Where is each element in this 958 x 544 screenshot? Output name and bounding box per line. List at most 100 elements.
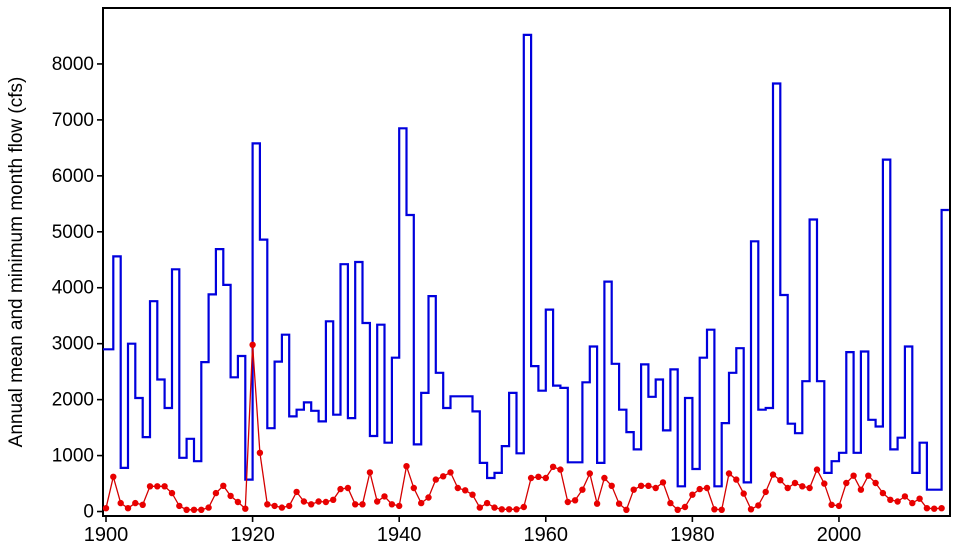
minimum-month-flow-marker: [403, 463, 410, 470]
minimum-month-flow-marker: [557, 466, 564, 473]
minimum-month-flow-marker: [813, 466, 821, 473]
minimum-month-flow-marker: [256, 449, 264, 456]
minimum-month-flow-marker: [835, 502, 843, 510]
minimum-month-flow-marker: [198, 506, 205, 513]
x-tick-label: 1960: [524, 524, 569, 544]
x-tick-label: 1920: [230, 524, 275, 544]
minimum-month-flow-marker: [513, 506, 520, 513]
minimum-month-flow-marker: [725, 470, 733, 477]
minimum-month-flow-marker: [828, 501, 835, 508]
minimum-month-flow-marker: [117, 499, 124, 507]
minimum-month-flow-marker: [205, 504, 212, 511]
minimum-month-flow-marker: [374, 498, 381, 505]
minimum-month-flow-marker: [286, 502, 293, 510]
y-tick-label: 3000: [52, 334, 94, 355]
minimum-month-flow-marker: [843, 479, 850, 487]
minimum-month-flow-marker: [689, 491, 696, 498]
minimum-month-flow-marker: [242, 505, 249, 512]
minimum-month-flow-marker: [154, 483, 161, 490]
y-axis-title: Annual mean and minimum month flow (cfs): [6, 77, 27, 448]
annual-mean-flow-series: [103, 33, 949, 491]
minimum-month-flow-marker: [220, 482, 227, 489]
minimum-month-flow-marker: [564, 498, 571, 506]
minimum-month-flow-marker: [887, 496, 894, 503]
minimum-month-flow-marker: [593, 500, 601, 507]
minimum-month-flow-marker: [454, 484, 461, 492]
minimum-month-flow-marker: [322, 498, 330, 506]
minimum-month-flow-marker: [396, 502, 403, 510]
minimum-month-flow-marker: [168, 489, 176, 497]
minimum-month-flow-marker: [337, 485, 344, 493]
minimum-month-flow-marker: [102, 505, 110, 512]
minimum-month-flow-marker: [571, 497, 579, 504]
x-axis-tick-labels: 1900 1920 1940 1960 1980 2000: [84, 524, 861, 544]
minimum-month-flow-marker: [264, 501, 271, 508]
minimum-month-flow-marker: [806, 484, 813, 492]
minimum-month-flow-marker: [769, 471, 777, 478]
minimum-month-flow-marker: [850, 472, 857, 479]
y-tick-label: 0: [83, 502, 94, 523]
minimum-month-flow-marker: [652, 484, 659, 492]
minimum-month-flow-marker: [132, 499, 139, 507]
minimum-month-flow-marker: [124, 505, 132, 512]
minimum-month-flow-marker: [630, 486, 637, 493]
minimum-month-flow-marker: [872, 479, 879, 487]
minimum-month-flow-marker: [542, 474, 549, 482]
minimum-month-flow-marker: [176, 502, 183, 510]
y-tick-label: 1000: [52, 446, 94, 467]
minimum-month-flow-marker: [931, 505, 938, 512]
y-tick-label: 7000: [52, 110, 94, 131]
minimum-month-flow-marker: [161, 483, 168, 490]
minimum-month-flow-marker: [190, 506, 198, 513]
minimum-month-flow-marker: [865, 472, 872, 479]
minimum-month-flow-marker: [857, 486, 865, 493]
minimum-month-flow-marker: [315, 498, 322, 505]
minimum-month-flow-marker: [799, 483, 806, 490]
minimum-month-flow-marker: [579, 486, 586, 493]
minimum-month-flow-marker: [366, 469, 374, 476]
minimum-month-flow-marker: [821, 480, 828, 487]
x-tick-label: 1940: [377, 524, 422, 544]
minimum-month-flow-marker: [777, 477, 784, 484]
minimum-month-flow-marker: [440, 473, 447, 480]
minimum-month-flow-marker: [110, 473, 117, 480]
minimum-month-flow-marker: [498, 506, 505, 513]
minimum-month-flow-marker: [747, 506, 755, 513]
minimum-month-flow-marker: [469, 491, 476, 498]
minimum-month-flow-marker: [696, 485, 703, 493]
minimum-month-flow-marker: [388, 501, 396, 508]
minimum-month-flow-marker: [894, 498, 901, 505]
minimum-month-flow-marker: [447, 469, 454, 476]
minimum-month-flow-marker: [491, 504, 498, 511]
minimum-month-flow-marker: [359, 501, 366, 508]
minimum-month-flow-marker: [733, 476, 740, 483]
minimum-month-flow-marker: [901, 493, 909, 500]
minimum-month-flow-marker: [330, 496, 337, 503]
x-tick-label: 2000: [817, 524, 862, 544]
minimum-month-flow-marker: [183, 506, 190, 513]
minimum-month-flow-series: [102, 341, 945, 513]
minimum-month-flow-marker: [535, 473, 542, 480]
minimum-month-flow-marker: [410, 484, 417, 492]
minimum-month-flow-marker: [483, 499, 491, 507]
y-axis-tick-labels: 0 1000 2000 3000 4000 5000 6000 7000 8000: [52, 54, 94, 523]
minimum-month-flow-marker: [667, 499, 674, 507]
minimum-month-flow-marker: [425, 494, 432, 501]
minimum-month-flow-marker: [703, 484, 711, 492]
minimum-month-flow-marker: [916, 495, 923, 502]
minimum-month-flow-marker: [681, 503, 689, 511]
annual-mean-flow-line: [103, 33, 949, 491]
minimum-month-flow-marker: [791, 479, 799, 487]
minimum-month-flow-marker: [718, 506, 725, 513]
y-tick-label: 6000: [52, 166, 94, 187]
minimum-month-flow-marker: [462, 487, 469, 494]
minimum-month-flow-marker: [146, 483, 154, 490]
minimum-month-flow-marker: [505, 506, 513, 513]
minimum-month-flow-marker: [212, 489, 220, 497]
minimum-month-flow-marker: [352, 501, 359, 508]
minimum-month-flow-marker: [637, 482, 645, 489]
y-tick-label: 8000: [52, 54, 94, 75]
minimum-month-flow-marker: [271, 502, 278, 510]
minimum-month-flow-marker: [344, 484, 352, 492]
minimum-month-flow-marker: [432, 476, 439, 483]
